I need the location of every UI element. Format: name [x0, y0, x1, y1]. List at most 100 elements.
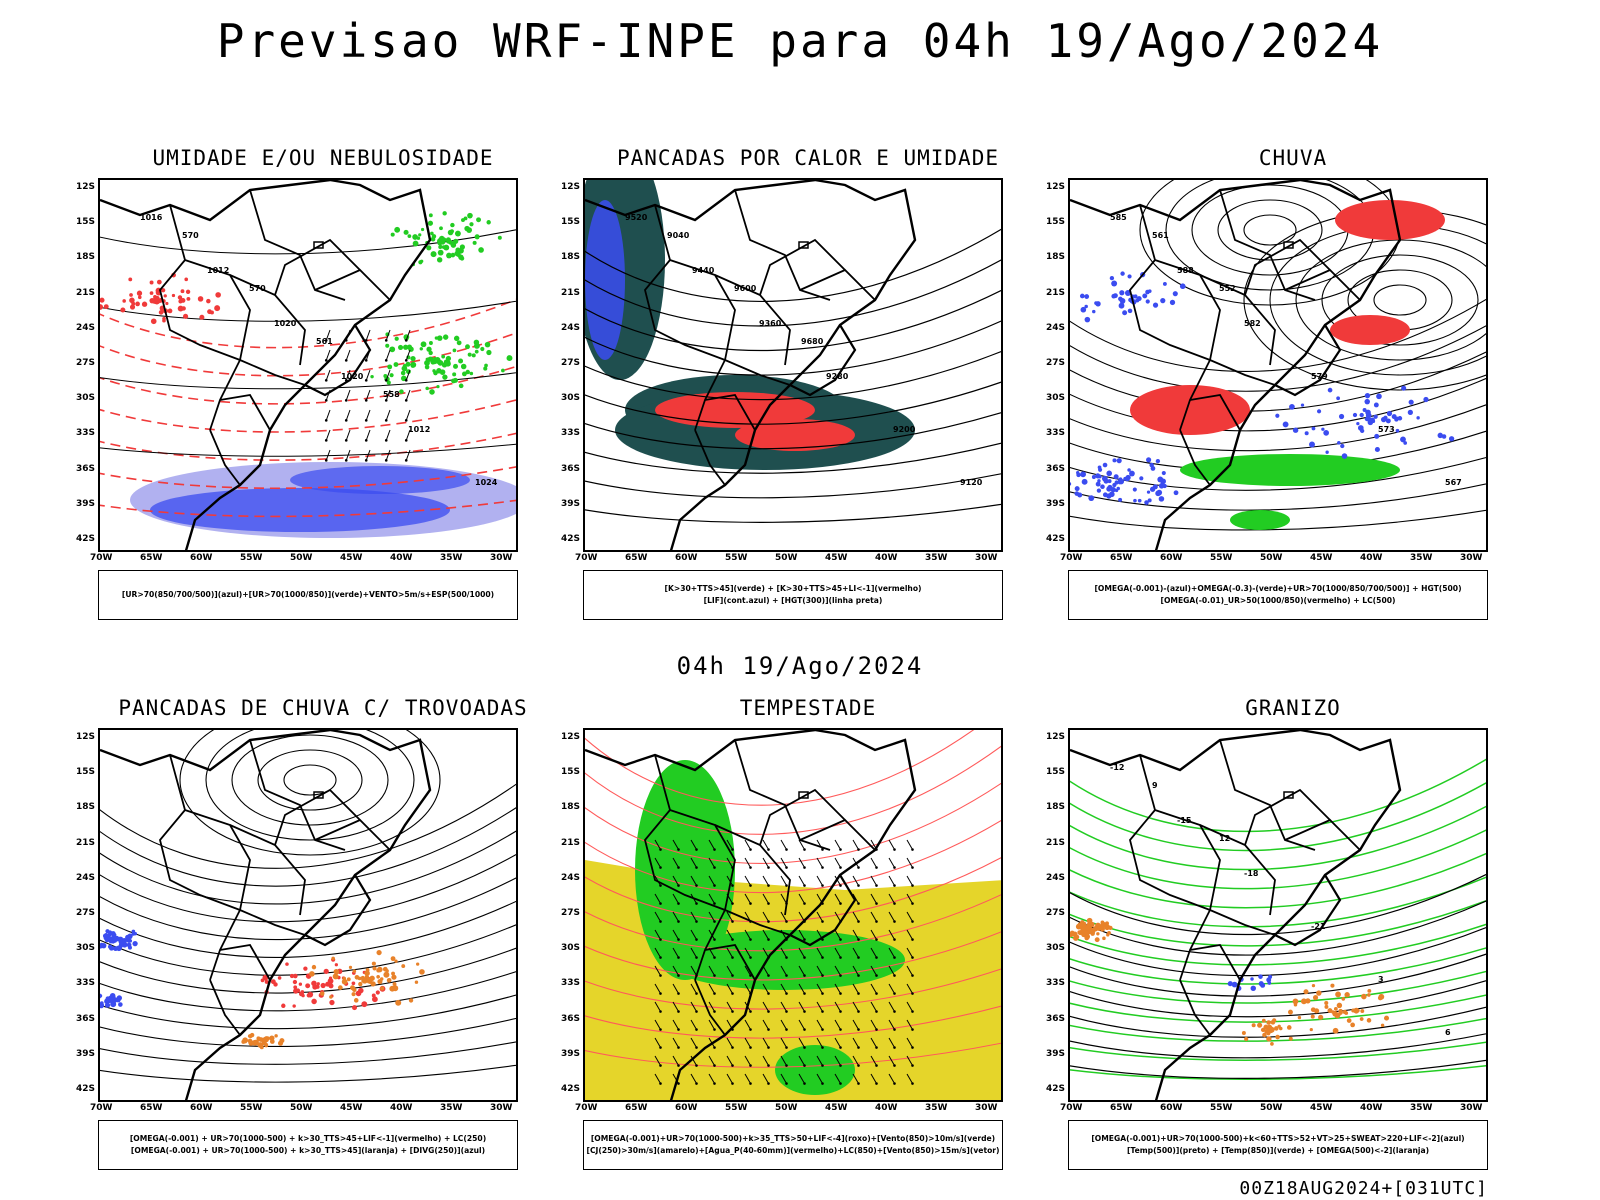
green-dots — [453, 335, 460, 342]
rain-dots-blue — [1144, 500, 1149, 505]
hgt500-contour — [1070, 298, 1486, 372]
panel-legend: [OMEGA(-0.001) + UR>70(1000-500) + k>30_… — [98, 1120, 518, 1170]
omega-dots-orange — [1096, 932, 1100, 936]
hgt300-contour — [585, 320, 1001, 376]
state-border — [1129, 809, 1211, 911]
lon-tick-label: 55W — [1210, 553, 1233, 563]
wind-vector — [672, 1055, 679, 1066]
wind-vector — [744, 929, 751, 940]
rain-dots-blue — [1096, 488, 1102, 493]
wind-vector — [852, 1073, 859, 1084]
temp850-contour — [1070, 923, 1486, 966]
green-dots — [466, 227, 473, 233]
wind-vector — [405, 389, 411, 401]
lifted-index-blue — [585, 200, 625, 360]
thunderstorm-dots-orange — [364, 970, 370, 976]
wind-vector — [690, 965, 697, 976]
hgt300-contour — [585, 473, 1001, 499]
wind-vector — [654, 983, 661, 994]
divergence-dots-blue — [100, 1002, 105, 1009]
wind-vector — [821, 1064, 824, 1067]
wind-vector — [677, 992, 680, 995]
omega-dots-orange — [1288, 1036, 1293, 1041]
wind-vector — [713, 956, 716, 959]
omega-dots-orange — [1316, 990, 1322, 996]
rain-area-red — [1330, 315, 1410, 345]
omega-dots-orange — [1077, 930, 1081, 934]
rain-dots-blue — [1160, 298, 1166, 304]
red-dots — [156, 279, 162, 285]
rain-dots-blue — [1341, 453, 1348, 459]
wind-vector — [785, 1082, 788, 1085]
federal-district — [313, 241, 324, 249]
contour-label: 561 — [316, 337, 333, 346]
contour-label: 573 — [1378, 425, 1395, 434]
divergence-dots-blue — [118, 1002, 123, 1007]
wind-vector — [852, 1019, 859, 1030]
divergence-dots-blue — [109, 992, 116, 999]
rain-dots-blue — [1364, 398, 1370, 405]
rain-dots-blue — [1110, 486, 1116, 493]
state-border — [704, 394, 756, 431]
omega-dots-orange — [1278, 1026, 1283, 1031]
lat-tick-label: 33S — [76, 428, 96, 439]
contour-label: 1012 — [207, 266, 229, 275]
wind-vector — [405, 349, 411, 361]
wind-vector — [365, 329, 371, 341]
wind-vector — [875, 992, 878, 995]
wind-vector — [875, 1064, 878, 1067]
wind-vector — [364, 439, 368, 442]
wind-vector — [762, 965, 769, 976]
wind-vector — [690, 1055, 697, 1066]
wind-vector — [821, 974, 824, 977]
map-area: 9520 9440 9360 9280 9200 9120 9040 9600 9680 — [583, 178, 1003, 552]
green-dots — [458, 358, 464, 364]
thunderstorm-dots-red — [311, 998, 317, 1005]
coastline — [304, 874, 372, 947]
rain-dots-blue — [1147, 498, 1152, 503]
lon-tick-label: 40W — [875, 1103, 898, 1113]
thunderstorm-dots-orange — [376, 974, 380, 979]
green-dots — [467, 212, 473, 219]
thunderstorm-dots-orange — [395, 999, 402, 1006]
wind-vector — [385, 449, 391, 461]
wind-vector — [785, 848, 788, 851]
rain-dots-blue — [1124, 476, 1130, 482]
map-area — [98, 728, 518, 1102]
wind-vector — [744, 1019, 751, 1030]
wind-vector — [690, 947, 697, 958]
wind-vector — [324, 339, 328, 342]
red-dots — [197, 296, 204, 302]
hgt300-contour — [585, 442, 1001, 474]
wind-vector — [839, 1028, 842, 1031]
thunderstorm-dots-red — [292, 979, 298, 985]
rain-dots-blue — [1092, 309, 1096, 314]
omega-dots-orange — [1338, 1010, 1343, 1015]
rain-dots-blue — [1155, 458, 1161, 464]
wind-vector — [384, 399, 388, 402]
wind-vector — [875, 902, 878, 905]
wind-vector — [744, 947, 751, 958]
green-dots — [484, 363, 488, 368]
state-border — [209, 979, 241, 1036]
green-dots — [480, 346, 485, 352]
thunderstorm-dots-red — [323, 968, 329, 974]
thunderstorm-dots-orange — [353, 998, 359, 1003]
omega-dots-orange — [1361, 993, 1367, 1000]
contour-label: 9360 — [759, 319, 782, 328]
wind-vector — [659, 866, 662, 869]
lon-tick-label: 35W — [440, 553, 463, 563]
wind-vector — [780, 857, 787, 868]
green-dots — [432, 359, 438, 365]
streamline-ring — [231, 734, 389, 826]
thunderstorm-dots-orange — [379, 977, 384, 981]
omega-dots-orange — [1359, 1017, 1364, 1021]
red-dots — [100, 304, 104, 310]
rain-dots-blue — [1079, 293, 1085, 299]
lon-tick-label: 60W — [190, 1103, 213, 1113]
green-dots — [426, 346, 432, 352]
wind-vector — [726, 1073, 733, 1084]
wind-vector — [405, 369, 411, 381]
state-border — [239, 359, 306, 386]
rain-dots-blue — [1077, 492, 1083, 498]
